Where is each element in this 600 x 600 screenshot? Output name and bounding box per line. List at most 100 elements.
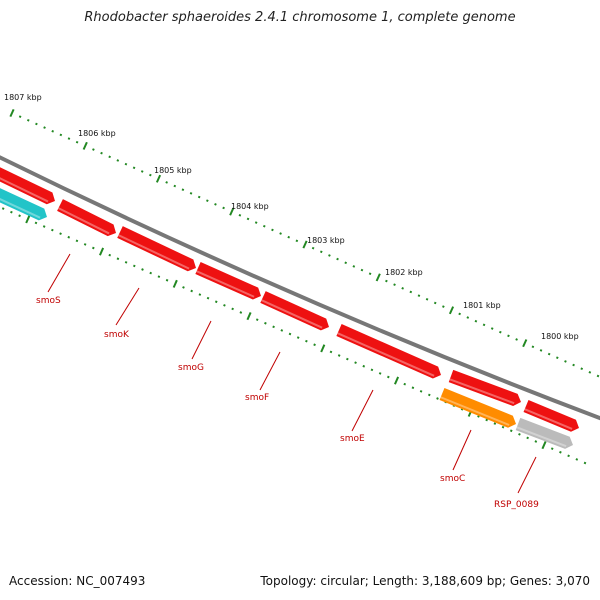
gene-label-smoC[interactable]: smoC [440, 474, 465, 484]
gene-label-smoK[interactable]: smoK [104, 330, 130, 340]
minor-tick [295, 239, 299, 243]
gene-arrow-highlight [0, 198, 41, 219]
minor-tick [51, 129, 55, 133]
minor-tick [534, 440, 538, 443]
major-tick [541, 441, 547, 450]
minor-tick [401, 287, 404, 290]
minor-tick [515, 338, 518, 341]
minor-tick [92, 148, 95, 151]
major-tick [302, 240, 308, 249]
minor-tick [596, 374, 600, 378]
gene-label-smoS[interactable]: smoS [36, 296, 61, 306]
kbp-label: 1804 kbp [231, 202, 269, 211]
callout-line [191, 320, 212, 360]
minor-tick [526, 436, 529, 440]
gene-arrow[interactable] [448, 369, 521, 407]
minor-tick [157, 275, 161, 278]
minor-tick [272, 325, 275, 329]
minor-tick [18, 115, 22, 118]
gene-arrow-rsp0089[interactable] [515, 417, 573, 449]
gene-label-smoE[interactable]: smoE [340, 434, 365, 444]
gene-label-rsp0089[interactable]: RSP_0089 [494, 500, 539, 510]
minor-tick [474, 319, 478, 323]
minor-tick [378, 372, 382, 375]
gene-arrow-smof[interactable] [260, 291, 329, 331]
minor-tick [313, 343, 316, 347]
minor-tick [223, 304, 226, 307]
minor-tick [588, 371, 592, 374]
kbp-label: 1807 kbp [4, 93, 42, 102]
minor-tick [35, 122, 38, 126]
minor-tick [116, 257, 120, 261]
minor-tick [100, 151, 103, 155]
gene-features [0, 166, 579, 449]
gene-arrow[interactable] [0, 166, 55, 205]
gene-arrow-highlight [57, 207, 110, 235]
gene-label-smoG[interactable]: smoG [178, 363, 204, 373]
kbp-label: 1805 kbp [154, 166, 192, 175]
gene-arrow-highlight [440, 396, 510, 426]
major-tick [9, 108, 15, 118]
gene-arrow-highlight [196, 270, 255, 298]
minor-tick [305, 339, 308, 343]
major-tick [82, 141, 88, 150]
minor-tick [264, 321, 267, 325]
gene-arrow-smos[interactable] [57, 199, 116, 237]
minor-tick [442, 305, 445, 308]
minor-tick [165, 278, 169, 282]
callout-line [259, 351, 281, 391]
minor-tick [411, 386, 415, 390]
gene-callouts [47, 253, 537, 494]
minor-tick [311, 246, 315, 250]
minor-tick [550, 447, 554, 450]
gene-arrow-smoc[interactable] [439, 387, 516, 428]
callout-line [47, 253, 71, 293]
minor-tick [141, 268, 144, 271]
callout-line [452, 429, 472, 471]
minor-tick [531, 345, 535, 349]
minor-tick [42, 225, 46, 228]
minor-tick [67, 235, 71, 239]
major-tick [25, 215, 31, 224]
minor-tick [362, 364, 366, 368]
minor-tick [490, 327, 494, 330]
gene-arrow-smoe[interactable] [336, 324, 441, 379]
minor-tick [393, 283, 396, 287]
minor-tick [328, 254, 331, 257]
minor-tick [387, 375, 390, 379]
gene-arrow-smog[interactable] [195, 262, 261, 300]
major-tick [229, 207, 235, 216]
minor-tick [352, 265, 356, 268]
minor-tick [336, 257, 339, 261]
gene-arrow[interactable] [523, 399, 579, 432]
gene-arrow[interactable] [0, 187, 47, 221]
minor-tick [539, 349, 543, 352]
minor-tick [329, 350, 333, 354]
minor-tick [189, 192, 193, 195]
minor-tick [518, 433, 521, 436]
minor-tick [1, 207, 5, 210]
callout-line [351, 389, 374, 432]
minor-tick [370, 368, 374, 372]
gene-arrow-highlight [516, 426, 567, 448]
gene-label-smoF[interactable]: smoF [245, 393, 269, 403]
minor-tick [433, 301, 437, 305]
gene-arrow-smok[interactable] [117, 226, 196, 272]
gene-arrow-highlight [261, 299, 323, 329]
minor-tick [190, 289, 193, 293]
minor-tick [499, 330, 502, 334]
map-title: Rhodobacter sphaeroides 2.4.1 chromosome… [84, 10, 516, 25]
minor-tick [564, 360, 567, 363]
gene-arrow-highlight [449, 378, 515, 405]
minor-tick [83, 243, 87, 246]
minor-tick [140, 170, 144, 173]
minor-tick [262, 224, 266, 228]
minor-tick [116, 159, 120, 162]
callout-line [517, 456, 537, 494]
minor-tick [575, 458, 579, 461]
minor-tick [231, 307, 234, 311]
minor-tick [238, 213, 242, 217]
minor-tick [572, 363, 575, 367]
minor-tick [482, 323, 486, 327]
